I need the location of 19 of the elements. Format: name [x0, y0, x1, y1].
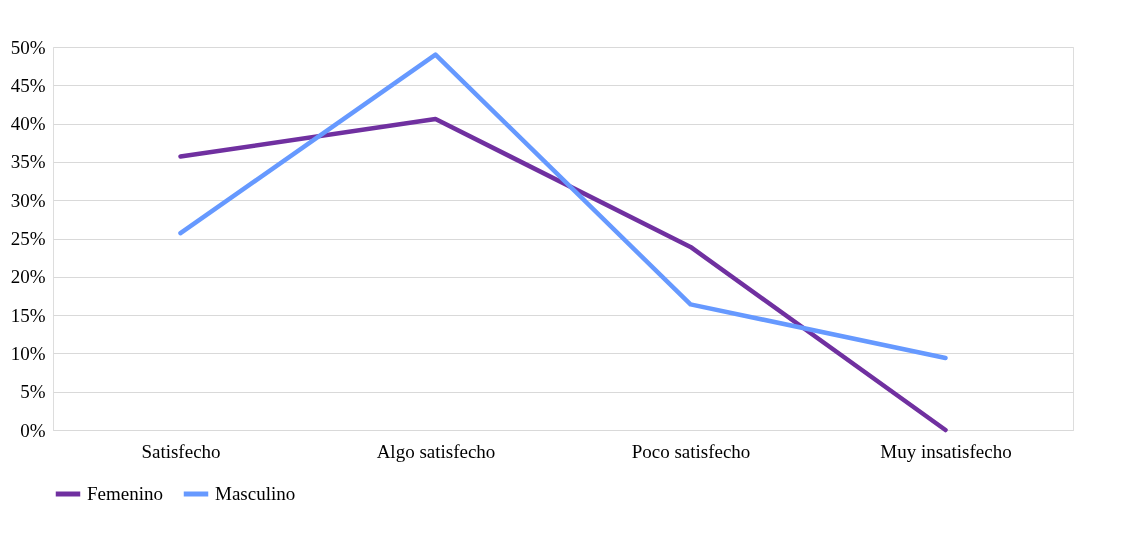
x-tick-label: Satisfecho: [141, 440, 221, 462]
y-tick-label: 20%: [10, 266, 46, 288]
y-tick-label: 35%: [10, 151, 46, 173]
x-tick-label: Muy insatisfecho: [880, 440, 1012, 462]
line-series: [178, 116, 948, 433]
y-tick-label: 50%: [10, 36, 46, 58]
y-tick-label: 10%: [10, 342, 46, 364]
y-tick-label: 40%: [10, 113, 46, 135]
x-tick-label: Algo satisfecho: [376, 440, 496, 462]
legend-label: Femenino: [87, 483, 163, 504]
line-series: [178, 52, 948, 361]
y-tick-label: 30%: [10, 189, 46, 211]
legend-label: Masculino: [215, 483, 296, 504]
y-tick-label: 0%: [20, 419, 46, 441]
y-tick-label: 45%: [10, 74, 46, 96]
x-tick-label: Poco satisfecho: [631, 440, 751, 462]
y-tick-label: 25%: [10, 228, 46, 249]
y-tick-label: 5%: [20, 381, 46, 403]
y-tick-label: 15%: [10, 304, 46, 326]
